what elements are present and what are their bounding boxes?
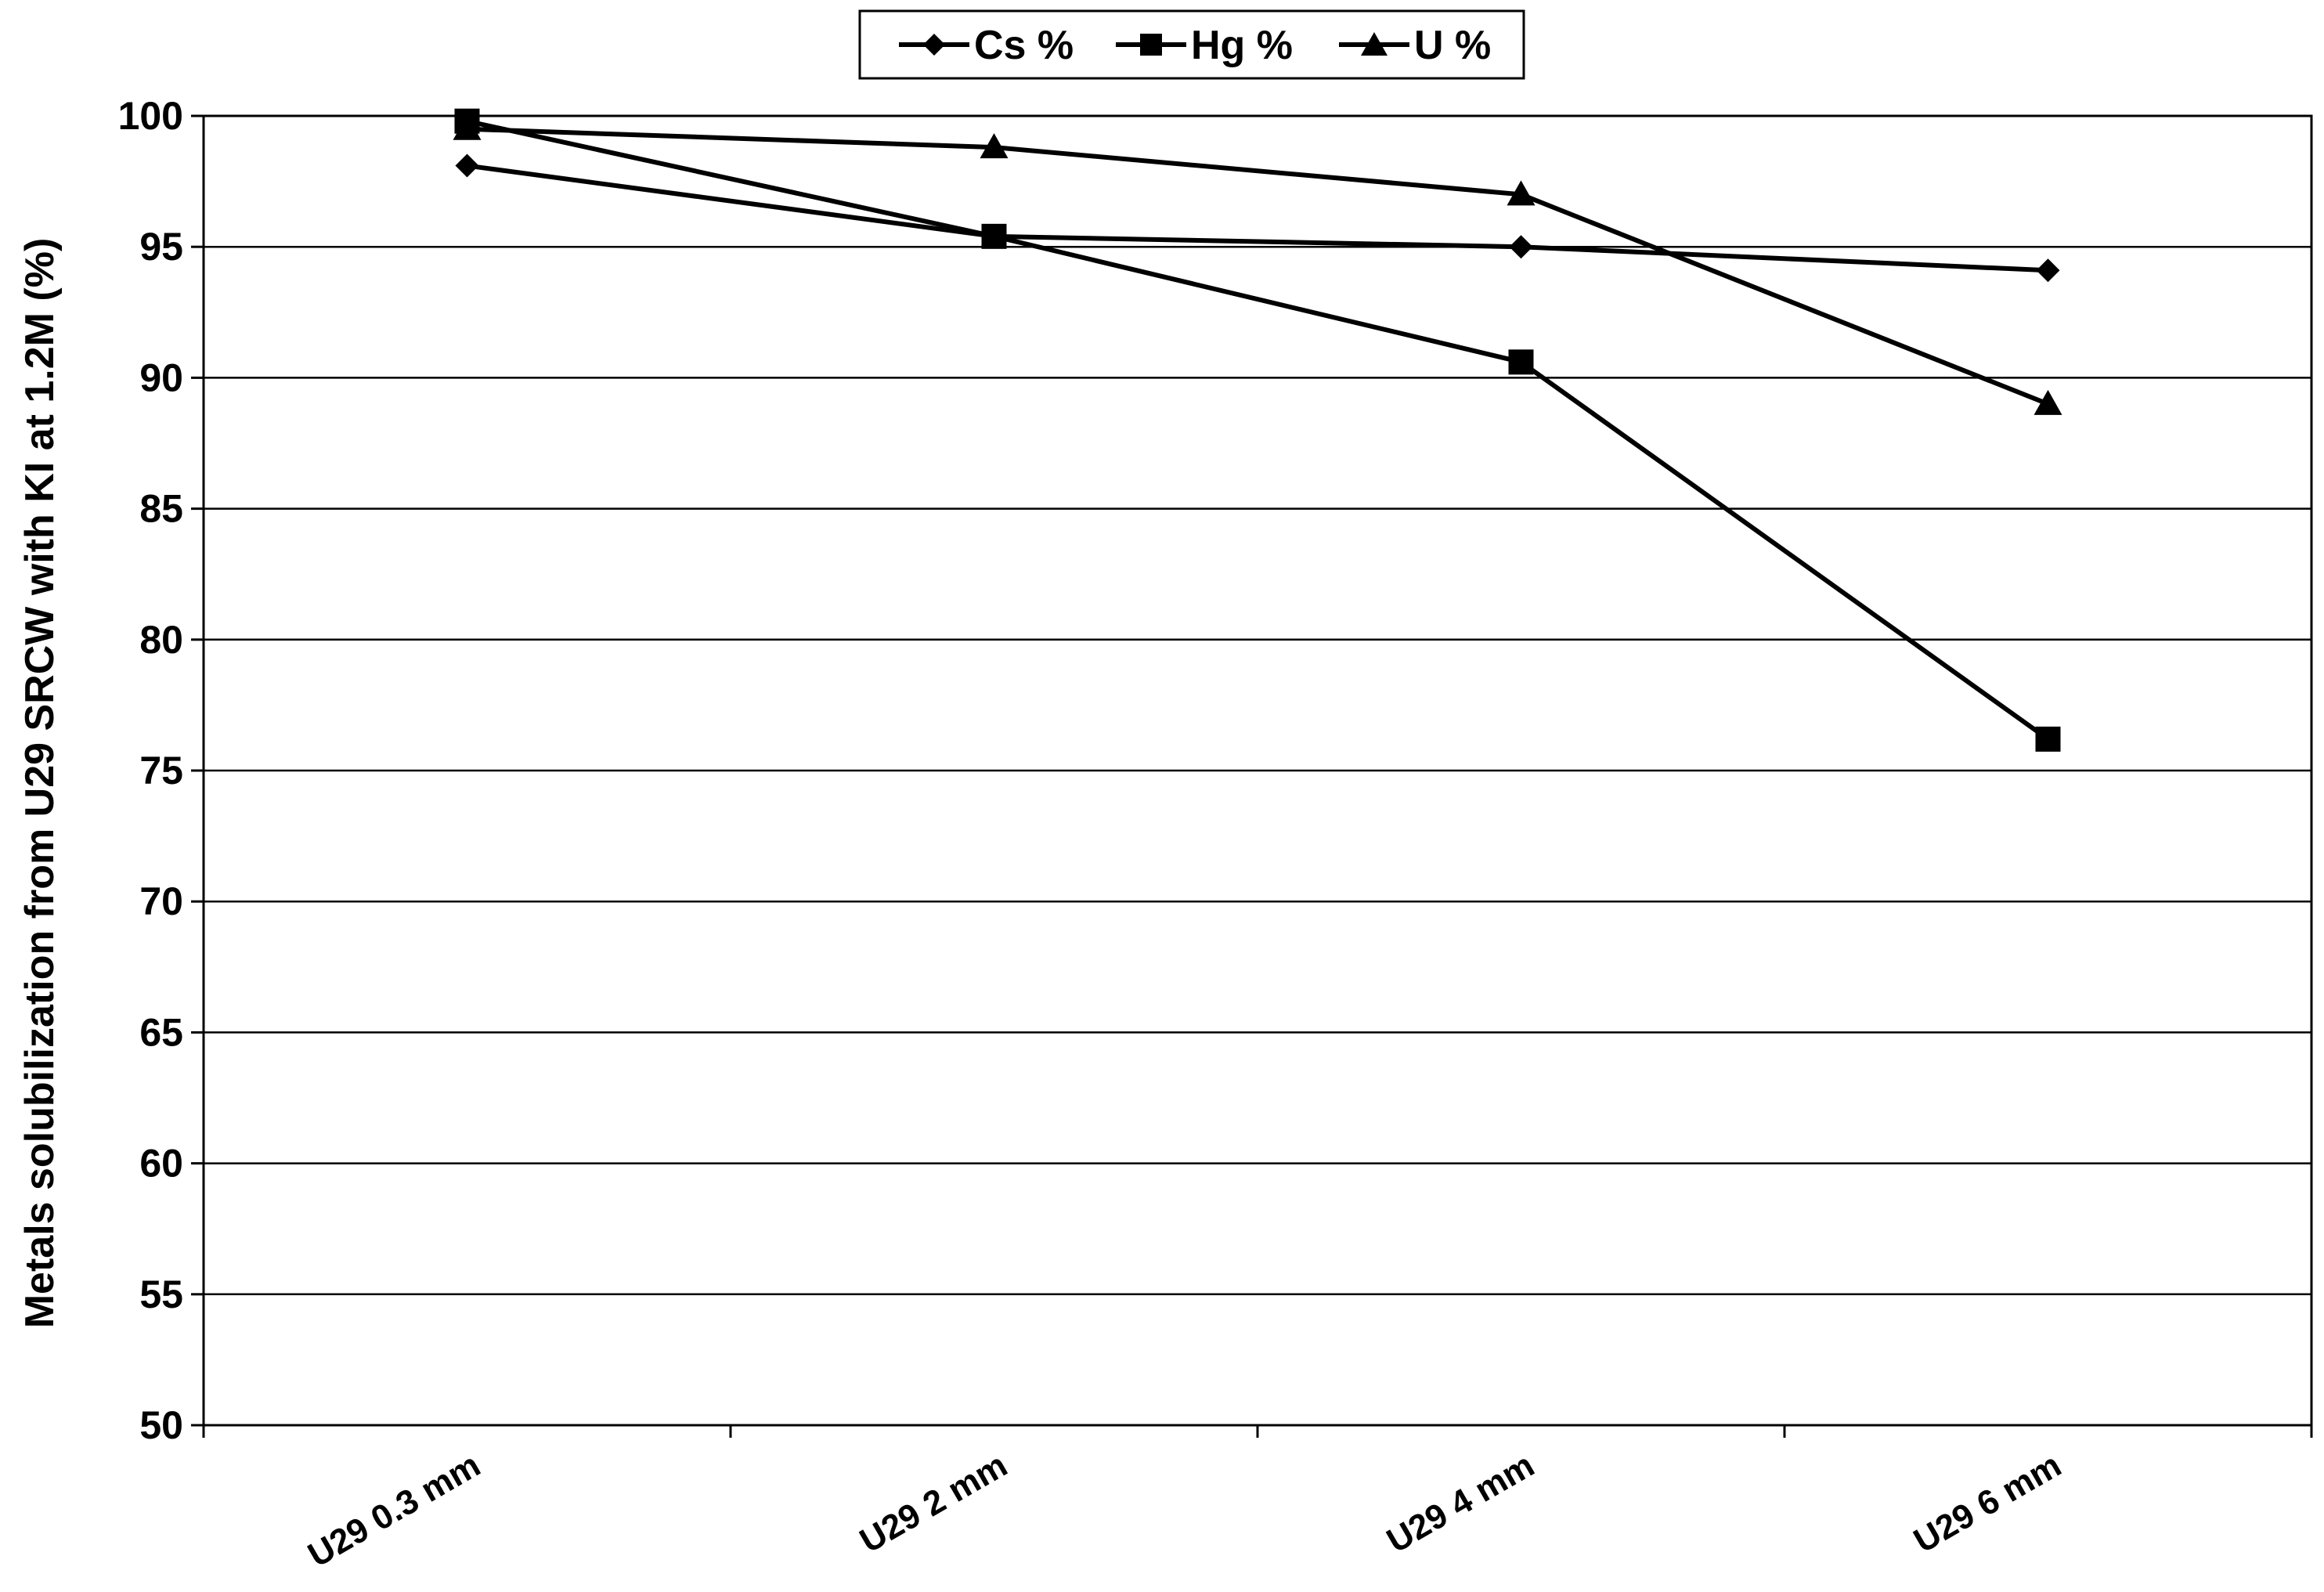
data-point-triangle bbox=[1507, 180, 1536, 206]
data-point-diamond bbox=[455, 153, 479, 178]
legend: Cs % Hg % U % bbox=[858, 9, 1525, 80]
legend-label-u: U % bbox=[1414, 23, 1491, 68]
legend-marker-diamond bbox=[923, 34, 945, 56]
y-tick-label: 90 bbox=[139, 356, 183, 399]
series-line bbox=[467, 126, 2049, 406]
legend-item-hg: Hg % bbox=[1116, 23, 1293, 68]
x-tick-label: U29 6 mm bbox=[1907, 1446, 2068, 1560]
legend-marker-square bbox=[1140, 34, 1162, 56]
legend-label-cs: Cs % bbox=[974, 23, 1074, 68]
y-tick-label: 55 bbox=[139, 1273, 183, 1316]
legend-box bbox=[858, 9, 1525, 80]
y-tick-label: 60 bbox=[139, 1142, 183, 1186]
series-line bbox=[466, 118, 2050, 742]
x-tick-label: U29 2 mm bbox=[853, 1446, 1014, 1560]
x-tick-label: U29 4 mm bbox=[1380, 1446, 1541, 1560]
y-axis-label: Metals solubilization from U29 SRCW with… bbox=[17, 238, 63, 1329]
data-point-triangle bbox=[980, 133, 1009, 159]
data-point-square bbox=[981, 223, 1007, 249]
x-tick-label: U29 0.3 mm bbox=[301, 1446, 486, 1575]
data-point-square bbox=[2035, 726, 2061, 752]
data-point-diamond bbox=[1509, 235, 1533, 259]
y-tick-label: 65 bbox=[139, 1010, 183, 1054]
legend-item-cs: Cs % bbox=[899, 23, 1074, 68]
y-tick-label: 80 bbox=[139, 618, 183, 662]
legend-marker-triangle bbox=[1361, 32, 1388, 56]
data-point-triangle bbox=[453, 114, 482, 140]
y-tick-label: 50 bbox=[139, 1403, 183, 1447]
y-tick-label: 85 bbox=[139, 487, 183, 531]
y-tick-label: 70 bbox=[139, 879, 183, 923]
y-tick-label: 95 bbox=[139, 225, 183, 269]
data-point-square bbox=[1508, 349, 1534, 375]
y-tick-label: 75 bbox=[139, 749, 183, 792]
y-tick-label: 100 bbox=[118, 94, 183, 138]
data-point-diamond bbox=[2036, 258, 2060, 283]
data-point-triangle bbox=[2034, 389, 2062, 415]
plot-area: 50 55 60 65 70 75 80 85 90 95 100 U29 0.3 mm U29 2 m… bbox=[118, 94, 2313, 1575]
legend-item-u: U % bbox=[1339, 23, 1491, 68]
legend-label-hg: Hg % bbox=[1191, 23, 1293, 68]
series-line bbox=[467, 163, 2048, 273]
